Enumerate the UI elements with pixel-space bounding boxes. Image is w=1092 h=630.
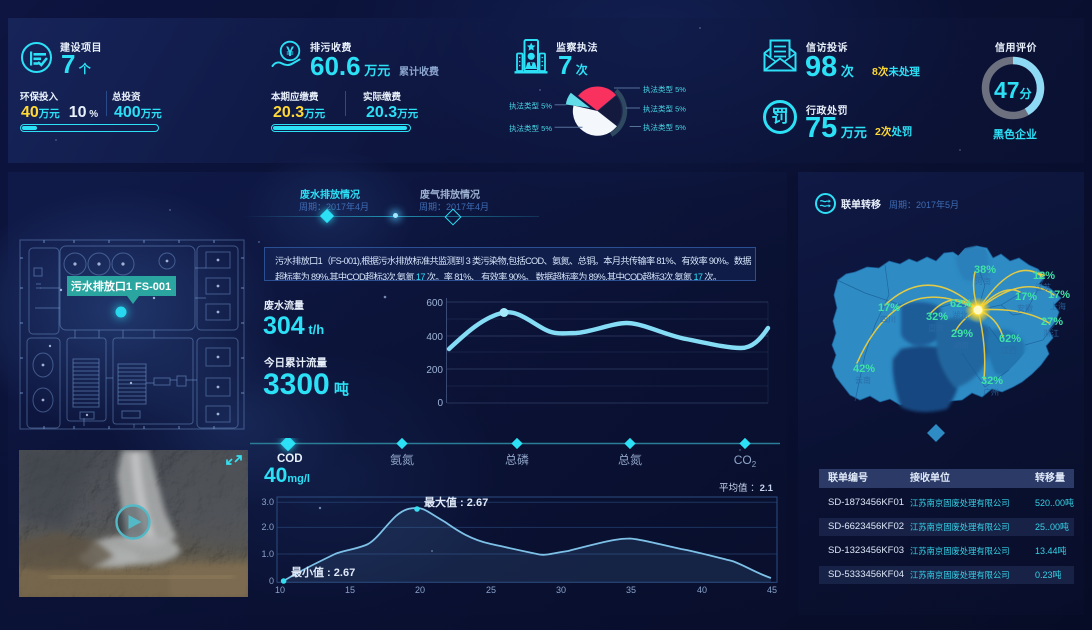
svg-text:15: 15 <box>345 585 355 595</box>
svg-text:总氮: 总氮 <box>618 452 642 467</box>
svg-text:17%: 17% <box>878 302 900 314</box>
svg-text:上海: 上海 <box>1050 301 1066 311</box>
svg-text:62%: 62% <box>950 298 972 310</box>
svg-text:浙江: 浙江 <box>1043 328 1059 338</box>
svg-text:江西: 江西 <box>1001 346 1017 355</box>
svg-text:0: 0 <box>269 576 274 586</box>
svg-text:17%: 17% <box>1015 291 1037 303</box>
svg-text:广州: 广州 <box>983 387 999 397</box>
svg-text:3.0: 3.0 <box>261 497 274 507</box>
svg-text:执法类型 5%: 执法类型 5% <box>509 123 552 133</box>
svg-text:400: 400 <box>426 332 443 343</box>
svg-text:62%: 62% <box>999 333 1021 345</box>
svg-text:600: 600 <box>426 298 443 309</box>
svg-text:总磷: 总磷 <box>505 452 529 467</box>
svg-text:执法类型 5%: 执法类型 5% <box>509 100 552 110</box>
svg-text:45: 45 <box>767 585 777 595</box>
svg-text:17%: 17% <box>1048 289 1070 301</box>
svg-text:32%: 32% <box>926 311 948 323</box>
svg-text:最大值 : 2.67: 最大值 : 2.67 <box>424 495 488 509</box>
svg-text:执法类型 5%: 执法类型 5% <box>643 84 686 94</box>
svg-text:30: 30 <box>556 585 566 595</box>
svg-text:执法类型 5%: 执法类型 5% <box>643 122 686 132</box>
svg-text:25: 25 <box>486 585 496 595</box>
svg-text:四川: 四川 <box>880 315 896 324</box>
svg-text:35: 35 <box>626 585 636 595</box>
svg-text:执法类型 5%: 执法类型 5% <box>643 104 686 114</box>
svg-text:20: 20 <box>415 585 425 595</box>
svg-text:云南: 云南 <box>855 375 871 385</box>
svg-text:污水排放口1 FS-001: 污水排放口1 FS-001 <box>71 279 171 293</box>
svg-text:40: 40 <box>697 585 707 595</box>
svg-text:12%: 12% <box>1033 270 1055 282</box>
svg-text:湖北: 湖北 <box>952 311 968 320</box>
svg-text:29%: 29% <box>951 328 973 340</box>
svg-text:1.0: 1.0 <box>261 549 274 559</box>
svg-text:重庆: 重庆 <box>928 323 944 333</box>
svg-text:200: 200 <box>426 365 443 376</box>
svg-text:42%: 42% <box>853 363 875 375</box>
svg-text:27%: 27% <box>1041 316 1063 328</box>
svg-text:湖南: 湖南 <box>953 340 969 350</box>
svg-text:10: 10 <box>275 585 285 595</box>
svg-text:38%: 38% <box>974 264 996 276</box>
svg-text:江苏: 江苏 <box>1035 282 1051 292</box>
svg-text:氨氮: 氨氮 <box>390 452 414 467</box>
svg-text:安徽: 安徽 <box>1017 303 1033 313</box>
svg-text:CO2: CO2 <box>734 453 757 468</box>
svg-text:河南: 河南 <box>975 276 991 286</box>
svg-text:最小值 : 2.67: 最小值 : 2.67 <box>291 565 355 579</box>
svg-text:0: 0 <box>437 398 443 409</box>
svg-text:¥: ¥ <box>286 43 294 59</box>
svg-text:2.0: 2.0 <box>261 522 274 532</box>
svg-text:32%: 32% <box>981 375 1003 387</box>
